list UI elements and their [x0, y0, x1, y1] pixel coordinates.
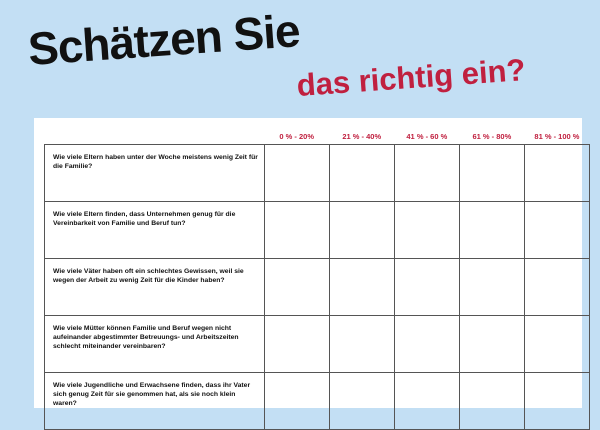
- column-header: 41 % - 60 %: [406, 131, 448, 141]
- question-cell: Wie viele Mütter können Familie und Beru…: [44, 315, 265, 373]
- column-header: 81 % - 100 %: [534, 131, 580, 141]
- answer-cell[interactable]: [263, 144, 330, 202]
- answer-cell[interactable]: [328, 258, 395, 316]
- question-column-header: [45, 128, 265, 145]
- answer-cell[interactable]: [393, 372, 460, 430]
- answer-cell[interactable]: [263, 315, 330, 373]
- answer-cell[interactable]: [523, 144, 591, 202]
- answer-cell[interactable]: [328, 315, 395, 373]
- answer-cell[interactable]: [263, 258, 330, 316]
- header-row: 0 % - 20% 21 % - 40% 41 % - 60 % 61 % - …: [45, 128, 590, 145]
- answer-cell[interactable]: [523, 372, 591, 430]
- question-cell: Wie viele Väter haben oft ein schlechtes…: [44, 258, 265, 316]
- question-cell: Wie viele Eltern haben unter der Woche m…: [44, 144, 265, 202]
- table-row: Wie viele Väter haben oft ein schlechtes…: [44, 258, 591, 316]
- question-cell: Wie viele Eltern finden, dass Unternehme…: [44, 201, 265, 259]
- quiz-table: 0 % - 20% 21 % - 40% 41 % - 60 % 61 % - …: [44, 128, 591, 430]
- answer-cell[interactable]: [393, 144, 460, 202]
- question-cell: Wie viele Jugendliche und Erwachsene fin…: [44, 372, 265, 430]
- answer-cell[interactable]: [393, 201, 460, 259]
- column-header: 21 % - 40%: [342, 131, 382, 141]
- answer-cell[interactable]: [523, 315, 591, 373]
- answer-cell[interactable]: [328, 372, 395, 430]
- answer-cell[interactable]: [393, 315, 460, 373]
- answer-cell[interactable]: [523, 201, 591, 259]
- table-row: Wie viele Jugendliche und Erwachsene fin…: [44, 372, 591, 430]
- table-row: Wie viele Mütter können Familie und Beru…: [44, 315, 591, 373]
- answer-cell[interactable]: [458, 258, 525, 316]
- table-row: Wie viele Eltern finden, dass Unternehme…: [44, 201, 591, 259]
- page-title: Schätzen Sie: [26, 4, 302, 76]
- answer-cell[interactable]: [393, 258, 460, 316]
- column-header: 61 % - 80%: [472, 131, 512, 141]
- answer-cell[interactable]: [458, 144, 525, 202]
- answer-cell[interactable]: [263, 201, 330, 259]
- answer-cell[interactable]: [458, 315, 525, 373]
- column-header: 0 % - 20%: [279, 131, 315, 141]
- answer-cell[interactable]: [458, 201, 525, 259]
- answer-cell[interactable]: [523, 258, 591, 316]
- quiz-sheet: 0 % - 20% 21 % - 40% 41 % - 60 % 61 % - …: [34, 118, 591, 430]
- answer-cell[interactable]: [458, 372, 525, 430]
- page-subtitle: das richtig ein?: [295, 52, 527, 104]
- answer-cell[interactable]: [263, 372, 330, 430]
- answer-cell[interactable]: [328, 144, 395, 202]
- answer-cell[interactable]: [328, 201, 395, 259]
- table-row: Wie viele Eltern haben unter der Woche m…: [44, 144, 591, 202]
